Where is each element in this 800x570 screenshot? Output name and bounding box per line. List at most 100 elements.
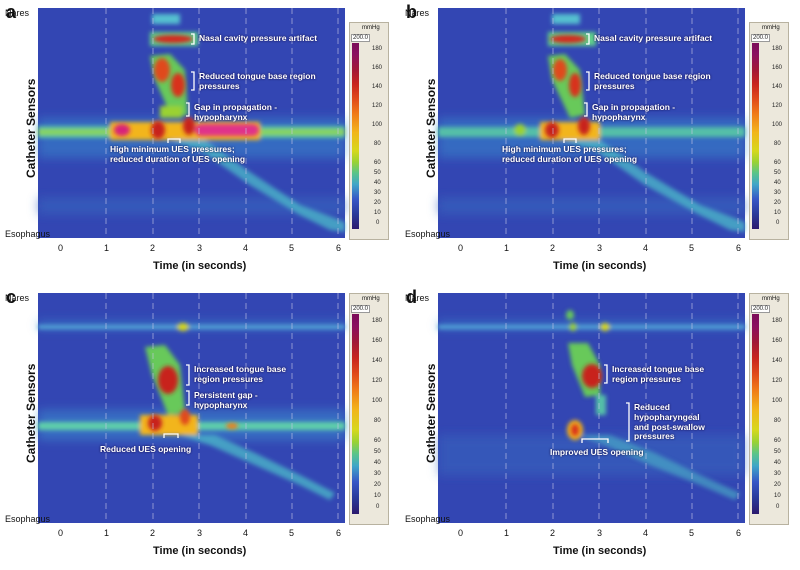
panel-letter: a: [6, 2, 17, 22]
colorbar-tick: 20: [774, 482, 781, 488]
annotation: Improved UES opening: [550, 447, 644, 457]
y-axis-label: Catheter Sensors: [24, 363, 38, 463]
colorbar-tick: 140: [772, 358, 783, 364]
annotation: Reduced UES opening: [100, 444, 192, 454]
nares-label: Nares: [405, 8, 430, 18]
panel-a-plot: [38, 8, 345, 238]
colorbar-tick: 160: [372, 65, 383, 71]
colorbar-tick: 20: [774, 200, 781, 206]
annotation: Gap in propagation - hypopharynx: [592, 102, 676, 122]
x-tick: 4: [643, 528, 649, 538]
panel-c-plot: [38, 293, 345, 523]
annotation: Reduced tongue base region pressures: [199, 71, 316, 91]
panel-letter: d: [406, 287, 417, 307]
colorbar-max: 200.0: [351, 34, 371, 42]
x-tick: 2: [550, 243, 556, 253]
colorbar-tick: 30: [374, 190, 381, 196]
x-tick: 1: [104, 528, 110, 538]
x-tick: 2: [550, 528, 556, 538]
colorbar-gradient: [352, 43, 359, 229]
colorbar-tick: 140: [372, 84, 383, 90]
annotation: High minimum UES pressures; reduced dura…: [502, 144, 638, 164]
panel-b: b Catheter Sensors Nares Esophagus 0 1 2…: [400, 0, 800, 285]
x-tick: 6: [736, 528, 742, 538]
colorbar-tick: 100: [372, 398, 383, 404]
colorbar-tick: 0: [376, 220, 380, 226]
panel-b-plot: [438, 8, 745, 238]
x-tick: 5: [289, 528, 295, 538]
colorbar-tick: 50: [774, 449, 781, 455]
x-tick: 3: [597, 243, 603, 253]
nares-label: Nares: [405, 293, 430, 303]
x-tick: 0: [458, 243, 464, 253]
colorbar-tick: 40: [774, 460, 781, 466]
annotation: Gap in propagation - hypopharynx: [194, 102, 278, 122]
annotation: Nasal cavity pressure artifact: [199, 33, 318, 43]
y-axis-label: Catheter Sensors: [24, 78, 38, 178]
x-tick: 0: [58, 528, 64, 538]
colorbar-tick: 160: [372, 338, 383, 344]
esophagus-label: Esophagus: [405, 229, 451, 239]
colorbar-tick: 60: [774, 438, 781, 444]
colorbar-tick: 40: [374, 460, 381, 466]
colorbar-tick: 10: [374, 493, 381, 499]
x-tick: 5: [689, 528, 695, 538]
panel-a: a Catheter Sensors Nares Esophagus 0 1 2…: [0, 0, 400, 285]
colorbar: mmHg 200.0 180 160 140 120 100 80 60 50 …: [349, 293, 389, 525]
annotation: High minimum UES pressures; reduced dura…: [110, 144, 246, 164]
colorbar-gradient: [352, 314, 359, 514]
colorbar-tick: 30: [374, 471, 381, 477]
colorbar-max: 200.0: [351, 305, 371, 313]
colorbar-tick: 140: [772, 84, 783, 90]
panel-d: d Catheter Sensors Nares Esophagus 0 1 2…: [400, 285, 800, 570]
colorbar-tick: 10: [774, 210, 781, 216]
panel-letter: b: [406, 2, 417, 22]
colorbar-tick: 100: [772, 122, 783, 128]
colorbar-tick: 30: [774, 471, 781, 477]
colorbar-tick: 50: [774, 170, 781, 176]
colorbar-unit: mmHg: [762, 296, 780, 302]
panel-d-plot: [438, 293, 745, 523]
annotation: Increased tongue base region pressures: [612, 364, 705, 384]
colorbar: mmHg 200.0 180 160 140 120 100 80 60 50 …: [749, 22, 789, 240]
colorbar-tick: 120: [772, 103, 783, 109]
colorbar-tick: 60: [374, 160, 381, 166]
x-tick: 3: [597, 528, 603, 538]
x-tick: 2: [150, 528, 156, 538]
colorbar-unit: mmHg: [762, 25, 780, 31]
colorbar-unit: mmHg: [362, 296, 380, 302]
colorbar-tick: 160: [772, 65, 783, 71]
colorbar-tick: 80: [774, 418, 781, 424]
colorbar: mmHg 200.0 180 160 140 120 100 80 60 50 …: [749, 293, 789, 525]
x-tick: 3: [197, 243, 203, 253]
x-tick: 1: [104, 243, 110, 253]
colorbar-tick: 140: [372, 358, 383, 364]
x-tick: 5: [289, 243, 295, 253]
y-axis-label: Catheter Sensors: [424, 363, 438, 463]
x-tick: 4: [243, 528, 249, 538]
x-axis-label: Time (in seconds): [153, 260, 247, 272]
colorbar-tick: 180: [772, 318, 783, 324]
colorbar-tick: 80: [774, 141, 781, 147]
colorbar-tick: 30: [774, 190, 781, 196]
x-tick: 4: [643, 243, 649, 253]
colorbar-tick: 40: [774, 180, 781, 186]
x-axis-label: Time (in seconds): [553, 260, 647, 272]
colorbar-tick: 50: [374, 170, 381, 176]
annotation: Reduced hypopharyngeal and post-swallow …: [634, 402, 705, 442]
x-tick: 3: [197, 528, 203, 538]
x-tick: 4: [243, 243, 249, 253]
colorbar-tick: 180: [372, 46, 383, 52]
x-tick: 6: [736, 243, 742, 253]
x-tick: 6: [336, 243, 342, 253]
annotation: Reduced tongue base region pressures: [594, 71, 711, 91]
colorbar-tick: 60: [374, 438, 381, 444]
colorbar-gradient: [752, 43, 759, 229]
colorbar-max: 200.0: [751, 34, 771, 42]
colorbar-tick: 10: [774, 493, 781, 499]
colorbar-tick: 100: [372, 122, 383, 128]
colorbar-tick: 80: [374, 141, 381, 147]
panel-letter: c: [6, 287, 17, 307]
colorbar-tick: 40: [374, 180, 381, 186]
esophagus-label: Esophagus: [405, 514, 451, 524]
